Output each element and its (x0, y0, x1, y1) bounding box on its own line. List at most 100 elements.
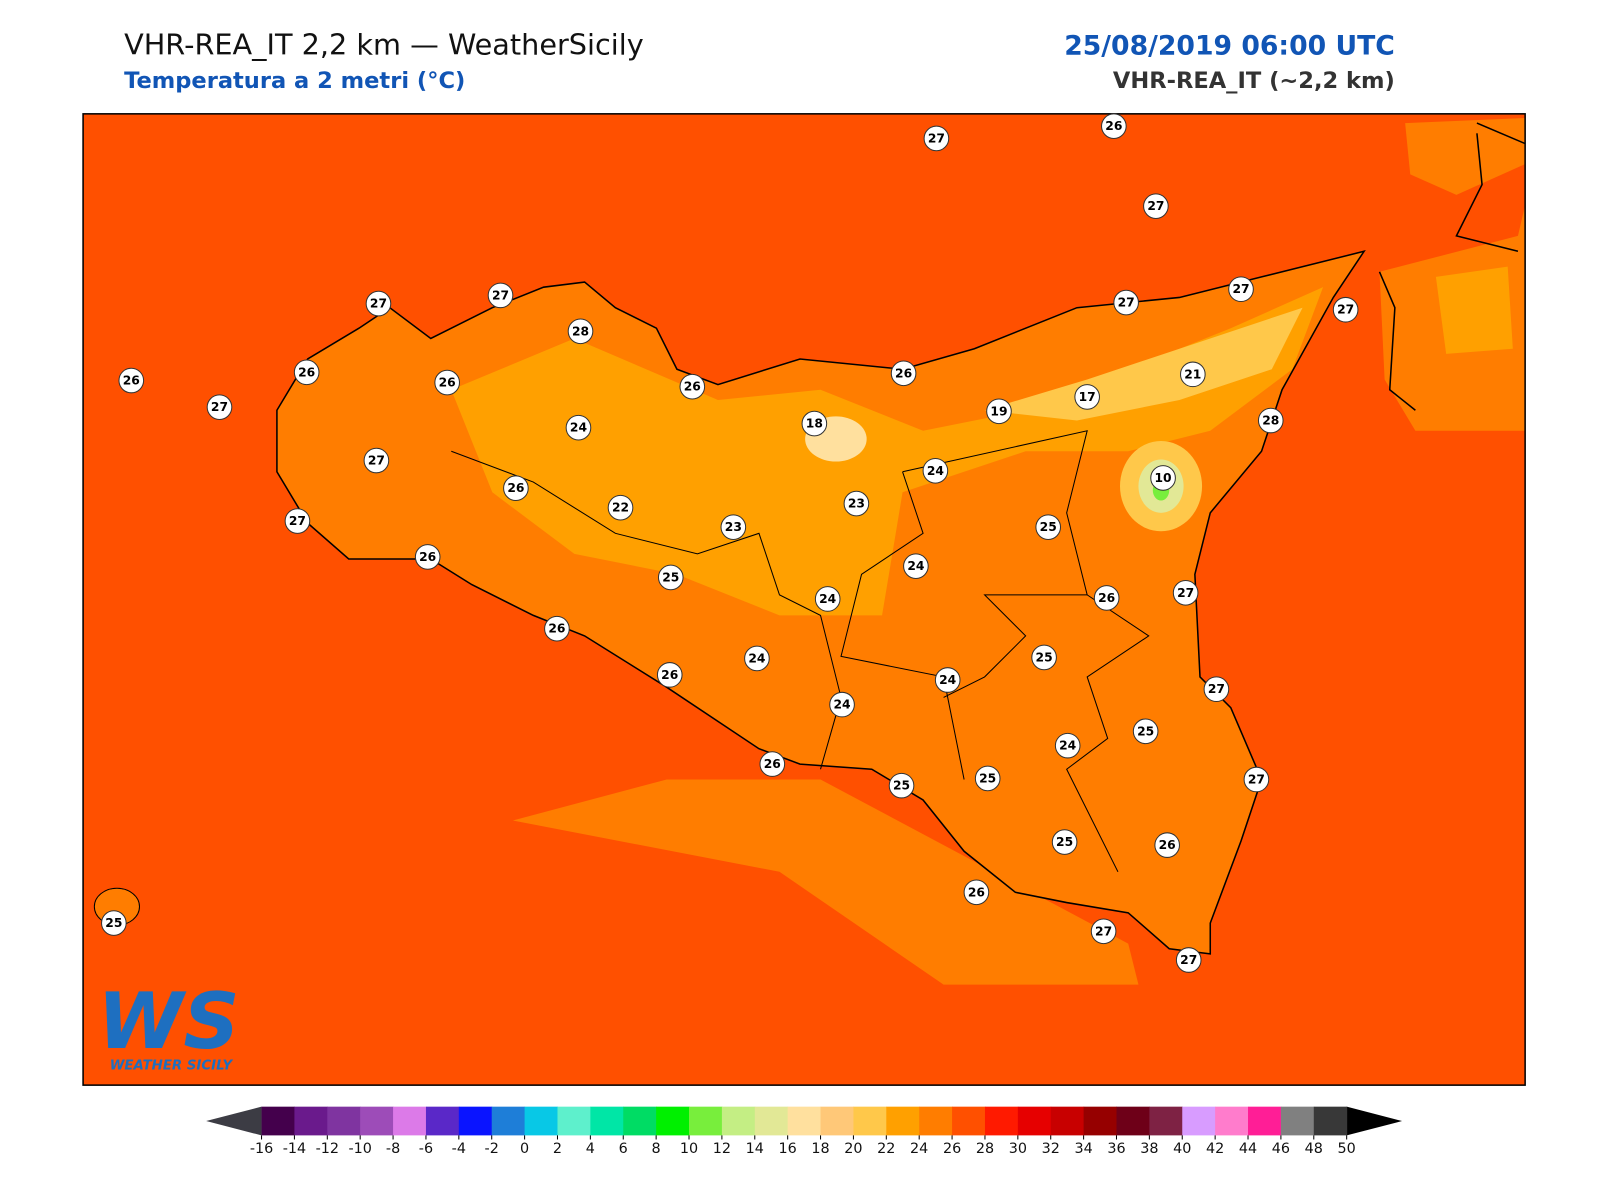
colorbar-cell (425, 1106, 460, 1136)
colorbar-tick-label: 10 (680, 1141, 698, 1157)
station-marker (814, 586, 841, 612)
colorbar-tick-label: 40 (1173, 1141, 1191, 1157)
station: 27 (1243, 766, 1270, 793)
station-value: 24 (833, 698, 850, 712)
station-value: 26 (507, 481, 524, 495)
station-marker (1090, 918, 1117, 945)
logo-text: WEATHER SICILY (110, 1059, 234, 1074)
logo-mark: WS (97, 977, 239, 1067)
station: 17 (1074, 384, 1100, 410)
station-marker (890, 360, 917, 387)
station-value: 21 (1184, 367, 1201, 381)
colorbar-tick-label: -2 (485, 1141, 499, 1157)
station: 27 (1090, 918, 1117, 945)
colorbar-tick-label: -14 (283, 1141, 306, 1157)
colorbar-cell (754, 1106, 789, 1136)
map-frame (82, 113, 1526, 1086)
station-value: 26 (419, 550, 436, 564)
colorbar-cell (360, 1106, 394, 1136)
colorbar-cell (261, 1106, 295, 1136)
station-marker (363, 447, 390, 474)
station-marker (1074, 384, 1100, 410)
station: 25 (657, 564, 684, 591)
station: 28 (567, 318, 594, 345)
station-marker (284, 508, 311, 534)
station-value: 23 (848, 497, 865, 511)
station-marker (974, 765, 1001, 792)
station: 26 (434, 369, 460, 396)
station-marker (1228, 276, 1254, 303)
title: VHR-REA_IT 2,2 km — WeatherSicily (124, 27, 644, 61)
station-marker (801, 410, 828, 437)
colorbar-tick-label: 6 (619, 1141, 628, 1157)
station: 24 (934, 667, 961, 693)
station-marker (843, 490, 870, 517)
station-value: 23 (725, 520, 742, 534)
station-marker (503, 475, 529, 502)
colorbar-cell (853, 1106, 887, 1136)
station-marker (365, 290, 392, 317)
station: 27 (1332, 296, 1359, 323)
station-value: 24 (819, 592, 836, 606)
station-marker (923, 125, 950, 152)
colorbar-cell (1313, 1106, 1348, 1136)
calabria-field (1435, 266, 1513, 354)
station: 27 (1228, 276, 1254, 303)
station-value: 27 (370, 297, 387, 311)
model: VHR-REA_IT (~2,2 km) (1113, 68, 1395, 94)
station-value: 22 (612, 501, 629, 515)
colorbar-cell (820, 1106, 854, 1136)
station: 25 (1035, 514, 1062, 540)
station-value: 27 (492, 288, 509, 302)
station-value: 26 (439, 376, 456, 390)
date: 25/08/2019 06:00 UTC (1064, 30, 1395, 61)
station-marker (656, 662, 683, 688)
sicily-field (984, 307, 1303, 421)
station-marker (434, 369, 460, 396)
station: 24 (922, 457, 949, 484)
station-marker (679, 373, 706, 400)
station: 21 (1179, 361, 1206, 388)
station: 27 (284, 508, 311, 534)
station-value: 26 (764, 757, 781, 771)
colorbar-cell (623, 1106, 657, 1136)
station-value: 27 (1208, 682, 1225, 696)
colorbar-cell (1280, 1106, 1315, 1136)
station-value: 25 (105, 916, 122, 930)
colorbar-tick-label: -10 (348, 1141, 371, 1157)
colorbar-cell (590, 1106, 624, 1136)
station-marker (1332, 296, 1359, 323)
station: 28 (1257, 407, 1284, 434)
station-value: 25 (1056, 835, 1073, 849)
station: 27 (1143, 193, 1169, 219)
station: 27 (206, 394, 233, 420)
station-value: 27 (368, 454, 385, 468)
station-marker (829, 691, 855, 718)
station-value: 27 (1232, 282, 1249, 296)
colorbar-tick-label: 12 (713, 1141, 731, 1157)
station-marker (414, 544, 441, 570)
station: 25 (1051, 829, 1078, 855)
station-value: 25 (979, 771, 996, 785)
colorbar-cell (656, 1106, 690, 1136)
colorbar-cell (1149, 1106, 1183, 1136)
station: 26 (759, 751, 786, 777)
station: 23 (843, 490, 870, 517)
station: 26 (118, 367, 145, 394)
station-value: 27 (1180, 953, 1197, 967)
colorbar-tick-label: 16 (779, 1141, 797, 1157)
station-marker (744, 645, 770, 672)
station: 26 (679, 373, 706, 400)
colorbar-tick-label: 32 (1042, 1141, 1060, 1157)
station: 24 (903, 553, 929, 579)
station: 26 (1101, 113, 1127, 139)
station-marker (565, 414, 592, 441)
station-marker (1051, 829, 1078, 855)
station-marker (934, 667, 961, 693)
station-marker (1113, 289, 1139, 316)
station-marker (101, 910, 127, 936)
station: 25 (974, 765, 1001, 792)
subtitle: Temperatura a 2 metri (°C) (124, 68, 465, 94)
station: 25 (1132, 718, 1159, 745)
